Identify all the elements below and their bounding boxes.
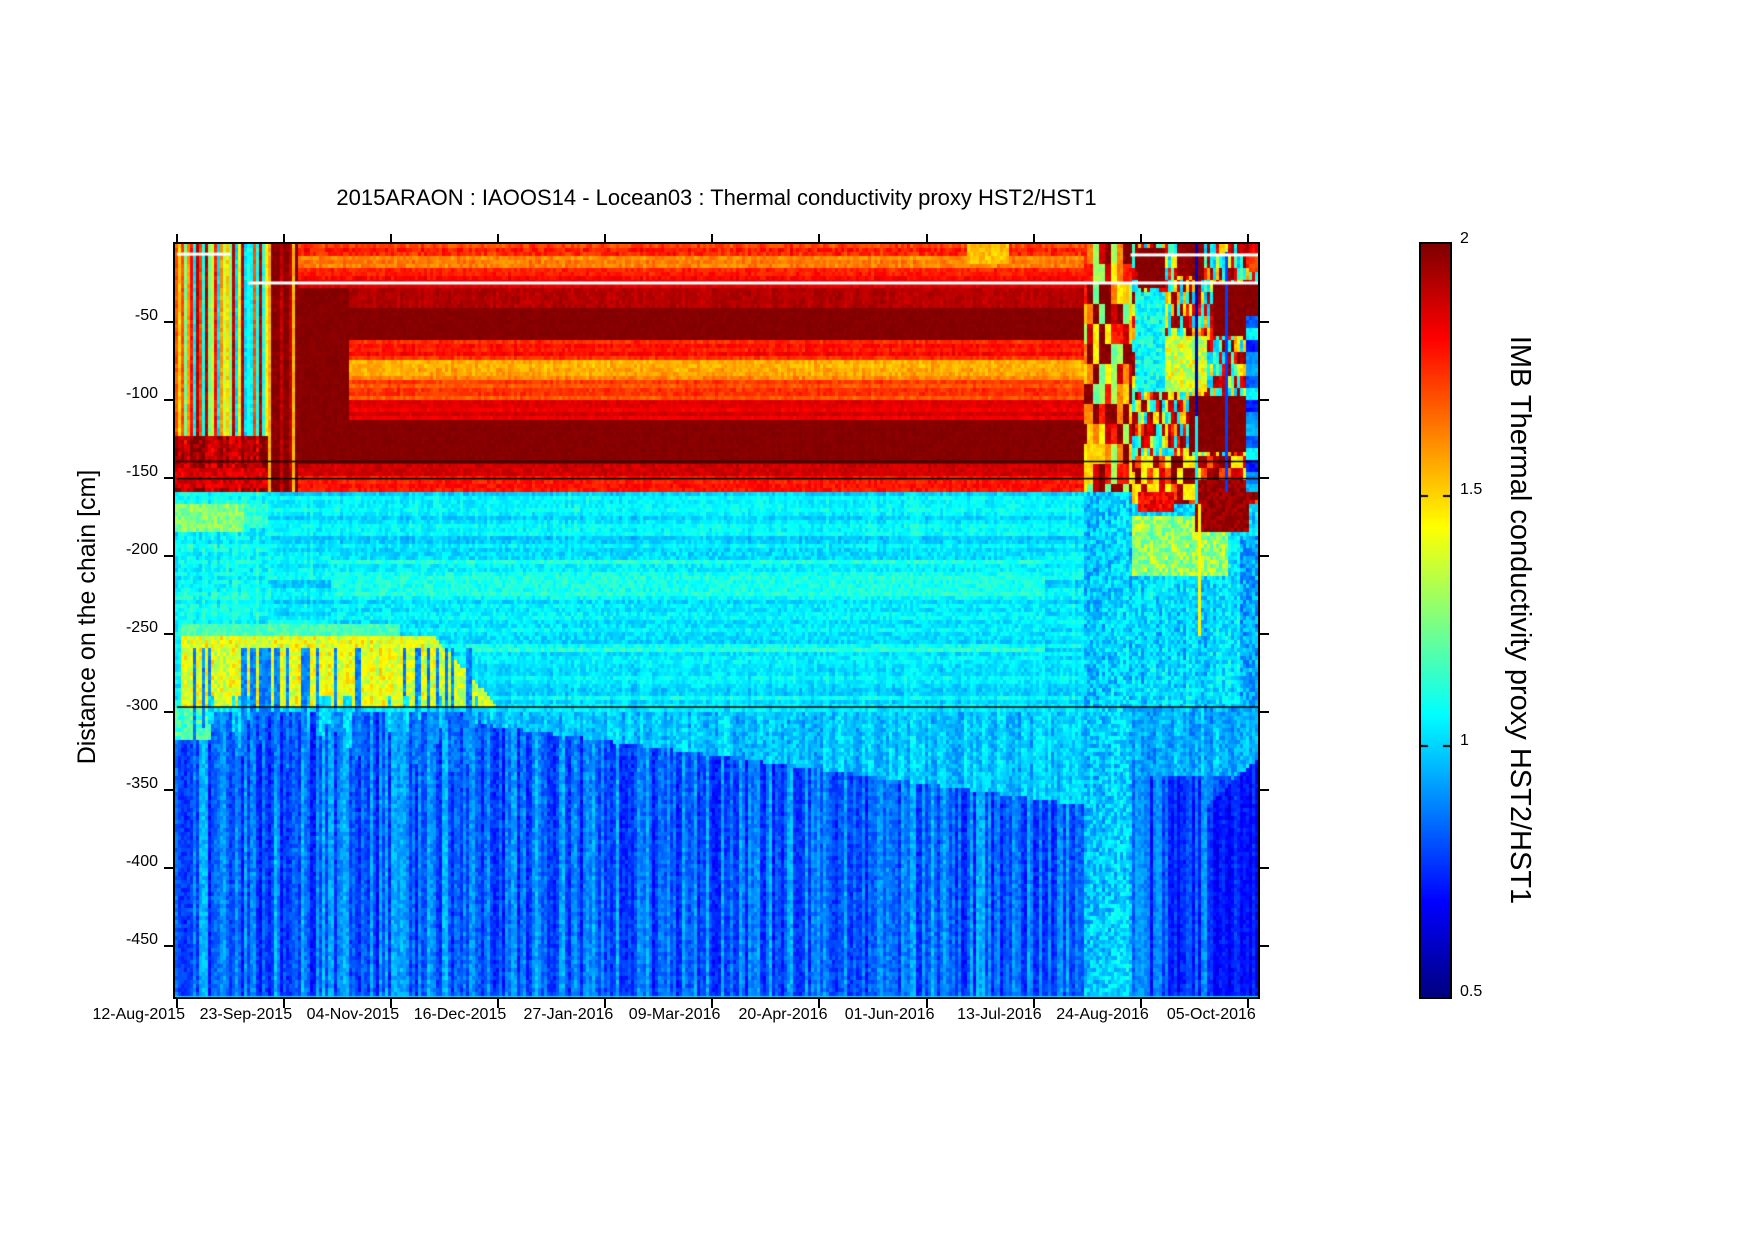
colorbar-label: IMB Thermal conductivity proxy HST2/HST1 xyxy=(1504,335,1536,905)
null xyxy=(818,234,821,243)
null: -350 xyxy=(125,774,158,792)
null xyxy=(497,234,500,243)
null xyxy=(283,999,286,1008)
colorbar-border xyxy=(1419,242,1452,999)
null xyxy=(164,320,173,323)
null: 23-Sep-2015 xyxy=(199,1006,293,1023)
null xyxy=(1139,234,1142,243)
null xyxy=(711,234,714,243)
null: 24-Aug-2016 xyxy=(1056,1006,1149,1023)
null xyxy=(1260,476,1269,479)
null: 16-Dec-2015 xyxy=(413,1006,507,1023)
null: 2 xyxy=(1460,230,1469,247)
null: 0.5 xyxy=(1460,983,1483,1000)
null xyxy=(1260,632,1269,635)
null: -50 xyxy=(134,306,158,324)
null xyxy=(925,999,928,1008)
null: 05-Oct-2016 xyxy=(1166,1006,1256,1023)
null xyxy=(176,234,178,243)
null xyxy=(164,476,173,479)
null xyxy=(164,788,173,791)
null: 04-Nov-2015 xyxy=(306,1006,400,1023)
null xyxy=(164,710,173,713)
null xyxy=(1260,554,1269,557)
null: 27-Jan-2016 xyxy=(523,1006,614,1023)
null xyxy=(176,999,178,1008)
null xyxy=(604,999,607,1008)
null: -250 xyxy=(125,618,158,636)
null: 20-Apr-2016 xyxy=(738,1006,828,1023)
null xyxy=(1260,710,1269,713)
null: 01-Jun-2016 xyxy=(844,1006,935,1023)
null: -450 xyxy=(125,930,158,948)
null xyxy=(164,866,173,869)
null xyxy=(164,944,173,947)
null xyxy=(1260,866,1269,869)
null xyxy=(390,234,393,243)
null: 12-Aug-2015 xyxy=(92,1006,185,1023)
null xyxy=(818,999,821,1008)
null: 1 xyxy=(1460,732,1469,749)
null: -300 xyxy=(125,696,158,714)
null xyxy=(1260,944,1269,947)
chart-title: 2015ARAON : IAOOS14 - Locean03 : Thermal… xyxy=(336,185,1097,210)
null xyxy=(164,398,173,401)
plot-border xyxy=(173,242,1260,999)
null xyxy=(497,999,500,1008)
null xyxy=(164,632,173,635)
null xyxy=(1032,999,1035,1008)
null xyxy=(1139,999,1142,1008)
null xyxy=(1246,999,1249,1008)
null xyxy=(1246,234,1249,243)
null xyxy=(1260,320,1269,323)
null: 13-Jul-2016 xyxy=(957,1006,1042,1023)
null xyxy=(925,234,928,243)
null xyxy=(1260,398,1269,401)
null: -100 xyxy=(125,384,158,402)
null: 1.5 xyxy=(1460,481,1483,498)
null: -200 xyxy=(125,540,158,558)
colorbar-canvas xyxy=(1421,244,1450,997)
null xyxy=(1032,234,1035,243)
null xyxy=(164,554,173,557)
null: 09-Mar-2016 xyxy=(628,1006,721,1023)
null xyxy=(390,999,393,1008)
null: -150 xyxy=(125,462,158,480)
heatmap-canvas xyxy=(175,244,1258,997)
y-axis-label: Distance on the chain [cm] xyxy=(73,469,101,765)
null xyxy=(1260,788,1269,791)
null xyxy=(283,234,286,243)
null xyxy=(711,999,714,1008)
null xyxy=(604,234,607,243)
null: -400 xyxy=(125,852,158,870)
